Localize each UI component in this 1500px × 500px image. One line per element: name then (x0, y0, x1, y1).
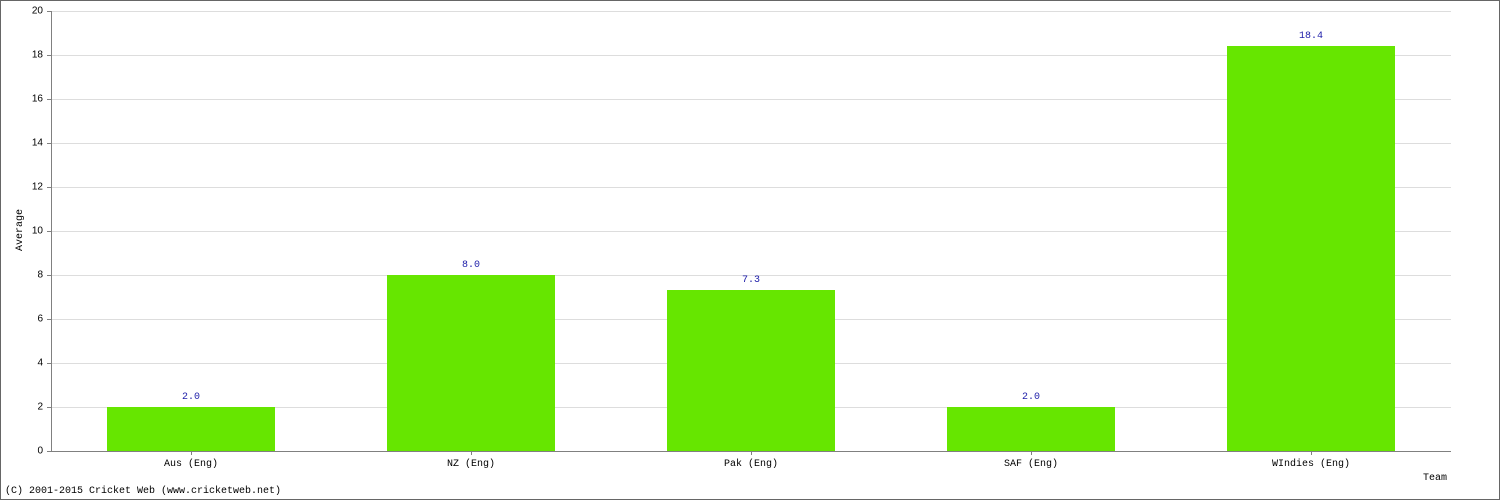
y-tick-label: 6 (37, 314, 43, 325)
gridline (51, 11, 1451, 12)
x-tick-label: NZ (Eng) (447, 459, 495, 470)
y-tick-label: 18 (32, 50, 43, 61)
bar (947, 407, 1115, 451)
bar (1227, 46, 1395, 451)
y-tick-label: 4 (37, 358, 43, 369)
y-axis-title: Average (15, 209, 26, 251)
y-tick-label: 12 (32, 182, 43, 193)
y-tick-label: 20 (32, 6, 43, 17)
bar-value-label: 18.4 (1299, 31, 1323, 42)
bar (387, 275, 555, 451)
plot-area: 024681012141618202.0Aus (Eng)8.0NZ (Eng)… (51, 11, 1451, 451)
bar-value-label: 2.0 (182, 392, 200, 403)
y-tick-label: 2 (37, 402, 43, 413)
bar-value-label: 2.0 (1022, 392, 1040, 403)
x-tick (191, 451, 192, 455)
x-tick (471, 451, 472, 455)
bar (107, 407, 275, 451)
x-tick (751, 451, 752, 455)
x-tick-label: WIndies (Eng) (1272, 459, 1350, 470)
copyright-text: (C) 2001-2015 Cricket Web (www.cricketwe… (5, 486, 281, 497)
bar (667, 290, 835, 451)
bar-value-label: 7.3 (742, 275, 760, 286)
y-axis-line (51, 11, 52, 451)
bar-value-label: 8.0 (462, 260, 480, 271)
x-tick-label: SAF (Eng) (1004, 459, 1058, 470)
x-tick (1311, 451, 1312, 455)
chart-frame: 0 2 4 6 8 10 12 14 16 18 20 2.0 Aus (Eng) 8.0 NZ (Eng)… (0, 0, 1500, 500)
x-axis-title: Team (1423, 473, 1447, 484)
y-tick-label: 10 (32, 226, 43, 237)
y-tick-label: 0 (37, 446, 43, 457)
x-tick (1031, 451, 1032, 455)
y-tick-label: 16 (32, 94, 43, 105)
y-tick-label: 14 (32, 138, 43, 149)
y-tick-label: 8 (37, 270, 43, 281)
x-tick-label: Pak (Eng) (724, 459, 778, 470)
x-tick-label: Aus (Eng) (164, 459, 218, 470)
